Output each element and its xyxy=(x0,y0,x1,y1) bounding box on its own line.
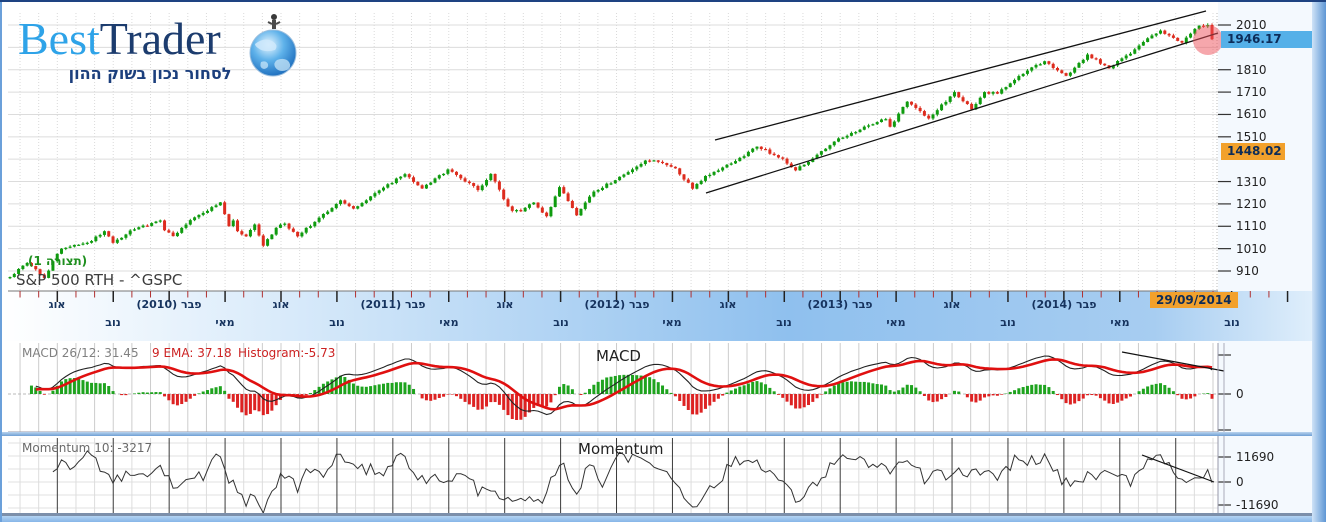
x-axis-label: פבר (2014) xyxy=(1031,298,1097,311)
macd-signal-line xyxy=(35,358,1213,411)
x-axis-label: אוג xyxy=(719,298,737,311)
y-axis-label: 1810 xyxy=(1236,63,1267,77)
y-axis-label: 910 xyxy=(1236,264,1259,278)
frame-bottom xyxy=(0,516,1312,522)
momentum-axis-label: 0 xyxy=(1236,475,1244,489)
x-axis-label: פבר (2011) xyxy=(360,298,426,311)
panel-separator xyxy=(2,432,1312,436)
macd-title: MACD xyxy=(596,347,641,365)
macd-zero-label: 0 xyxy=(1236,387,1244,401)
frame-left xyxy=(0,2,2,522)
x-axis-label: פבר (2013) xyxy=(807,298,873,311)
x-axis-label: נוב xyxy=(329,316,345,329)
momentum-axis-label: -11690 xyxy=(1236,498,1279,512)
date-axis-band xyxy=(2,291,1312,341)
x-axis-label: אוג xyxy=(496,298,514,311)
x-axis-label: מאי xyxy=(439,316,459,329)
right-axis-gutter xyxy=(1218,2,1312,514)
date-tag: 29/09/2014 xyxy=(1150,292,1238,308)
x-axis-label: אוג xyxy=(48,298,66,311)
x-axis-label: אוג xyxy=(272,298,290,311)
x-axis-label: נוב xyxy=(553,316,569,329)
highlight-circle xyxy=(1193,25,1223,55)
frame-bottom-line xyxy=(0,513,1312,516)
frame-top xyxy=(0,0,1326,2)
globe-icon xyxy=(249,14,297,77)
logo-best-text: Best xyxy=(18,13,100,64)
level-tag: 1448.02 xyxy=(1221,143,1285,160)
y-axis-label: 2010 xyxy=(1236,18,1267,32)
x-axis-label: נוב xyxy=(1000,316,1016,329)
macd-line xyxy=(35,355,1213,416)
frame-right-scroll-strip xyxy=(1312,2,1326,522)
macd-param-label: MACD 26/12: 31.45 xyxy=(22,346,139,360)
x-axis-label: מאי xyxy=(1110,316,1130,329)
logo: BestTrader xyxy=(18,12,221,65)
momentum-param-label: Momentum 10: -3217 xyxy=(22,441,153,455)
macd-hist-label: Histogram:-5.73 xyxy=(238,346,336,360)
macd-ema-label: 9 EMA: 37.18 xyxy=(152,346,232,360)
figure-on-globe-icon xyxy=(267,14,281,29)
macd-trendline xyxy=(1121,351,1225,372)
y-axis-label: 1710 xyxy=(1236,85,1267,99)
x-axis-label: נוב xyxy=(105,316,121,329)
x-axis-label: נוב xyxy=(776,316,792,329)
x-axis-label: פבר (2010) xyxy=(136,298,202,311)
last-price-tag: 1946.17 xyxy=(1221,31,1317,48)
y-axis-label: 1510 xyxy=(1236,130,1267,144)
momentum-title: Momentum xyxy=(578,440,664,458)
x-axis-label: מאי xyxy=(886,316,906,329)
y-axis-label: 1310 xyxy=(1236,175,1267,189)
momentum-trendline xyxy=(1141,454,1215,483)
x-axis-label: אוג xyxy=(943,298,961,311)
logo-trader-text: Trader xyxy=(99,13,221,64)
x-axis-label: מאי xyxy=(662,316,682,329)
symbol-label: S&P 500 RTH - ^GSPC xyxy=(16,271,183,289)
overlay-label: (תצורה 1) xyxy=(28,254,88,268)
y-axis-label: 1110 xyxy=(1236,219,1267,233)
logo-tagline: לסחור נכון בשוק ההון xyxy=(68,64,232,83)
y-axis-label: 1610 xyxy=(1236,107,1267,121)
x-axis-label: מאי xyxy=(215,316,235,329)
momentum-line xyxy=(52,450,1213,515)
y-axis-label: 1010 xyxy=(1236,242,1267,256)
x-axis-label: נוב xyxy=(1224,316,1240,329)
momentum-axis-label: 11690 xyxy=(1236,450,1275,464)
x-axis-label: פבר (2012) xyxy=(584,298,650,311)
y-axis-label: 1210 xyxy=(1236,197,1267,211)
